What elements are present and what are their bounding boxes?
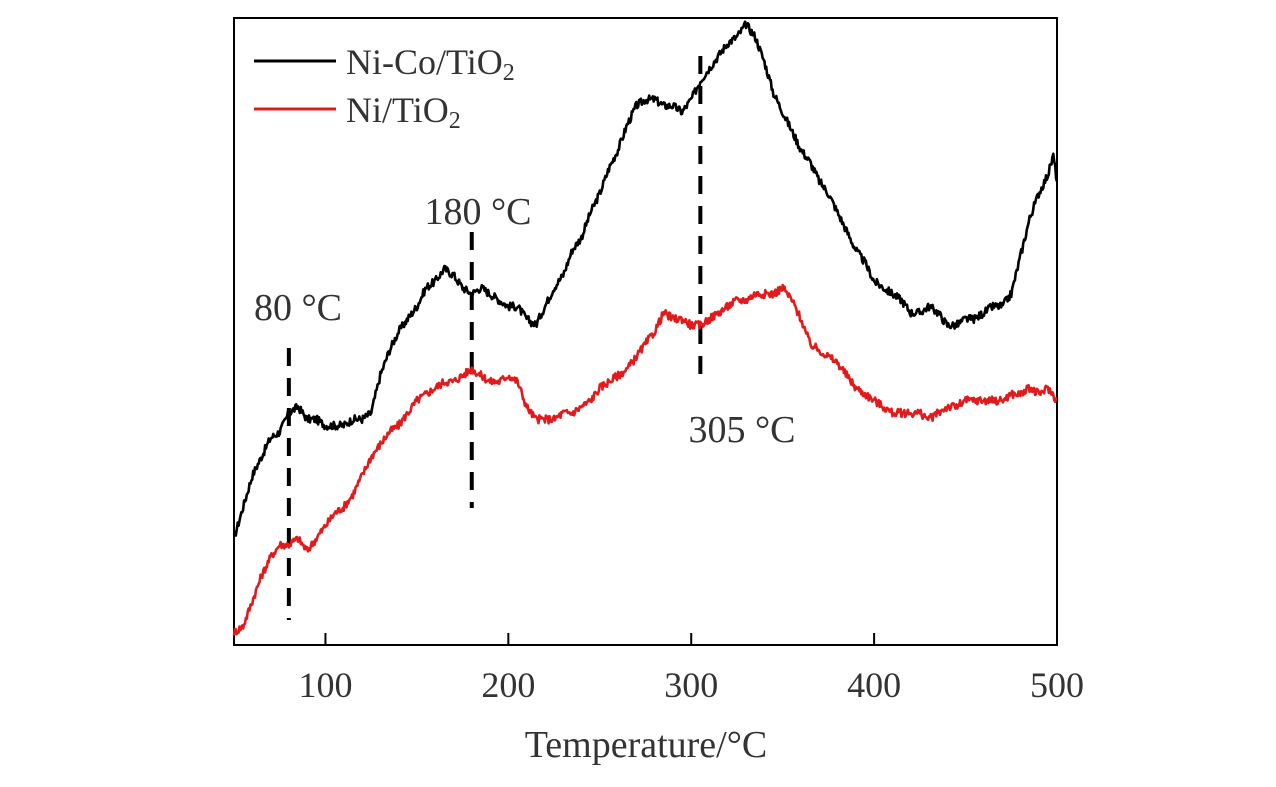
x-axis-title: Temperature/°C	[525, 724, 768, 766]
x-tick-label: 200	[481, 665, 535, 705]
series-line-ni-co	[232, 20, 1059, 537]
legend-label-ni: Ni/TiO2	[346, 90, 461, 134]
x-tick-label: 500	[1030, 665, 1084, 705]
annotation-180: 180 °C	[424, 191, 531, 233]
x-tick-label: 400	[847, 665, 901, 705]
annotation-305: 305 °C	[688, 409, 795, 451]
x-tick-label: 300	[664, 665, 718, 705]
legend: Ni-Co/TiO2 Ni/TiO2	[254, 42, 515, 134]
annotation-80: 80 °C	[254, 287, 342, 329]
plot-frame	[233, 17, 1058, 646]
x-tick-label: 100	[298, 665, 352, 705]
x-ticks: 100 200 300 400 500	[298, 633, 1084, 705]
series-line-ni	[232, 283, 1058, 636]
series-layer	[232, 20, 1059, 636]
legend-label-ni-co: Ni-Co/TiO2	[346, 42, 515, 86]
reference-lines	[286, 56, 703, 620]
